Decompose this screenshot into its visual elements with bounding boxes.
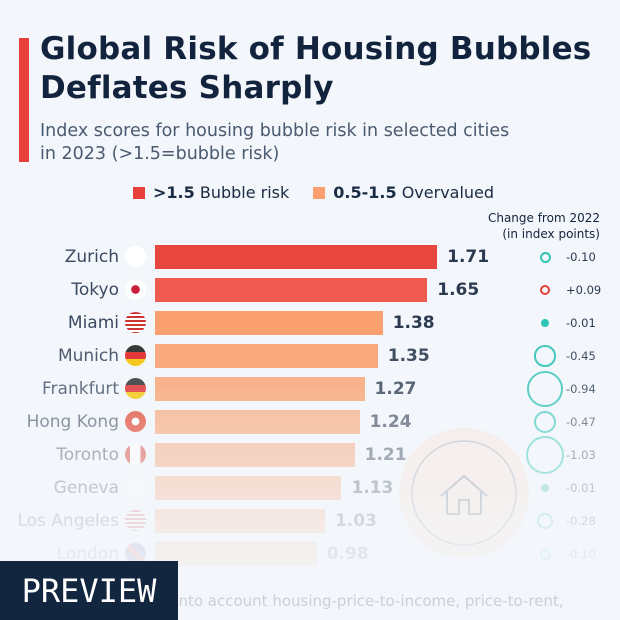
change-label: -0.28 <box>566 514 596 528</box>
legend-item-bubble: >1.5 Bubble risk <box>133 183 289 202</box>
flag-icon-switzerland <box>125 477 146 498</box>
change-circle <box>536 512 554 530</box>
title-accent-bar <box>19 38 29 162</box>
legend-swatch-overvalued <box>313 186 326 199</box>
flag-icon-canada <box>125 444 146 465</box>
page-title: Global Risk of Housing Bubbles Deflates … <box>40 30 591 108</box>
bar-row: Munich 1.35 -0.45 <box>0 343 620 369</box>
bar <box>155 278 428 302</box>
legend-swatch-bubble <box>133 186 145 199</box>
flag-icon-usa <box>125 510 146 531</box>
change-label: -1.03 <box>566 448 596 462</box>
value-label: 1.03 <box>334 511 377 531</box>
city-label: Los Angeles <box>17 511 119 531</box>
legend-label-text: Overvalued <box>401 183 495 202</box>
value-label: 1.38 <box>392 313 435 333</box>
bar-row: Hong Kong 1.24 -0.47 <box>0 409 620 435</box>
footnote: g into account housing-price-to-income, … <box>160 592 564 610</box>
bar-row: Frankfurt 1.27 -0.94 <box>0 370 620 408</box>
change-header-line-1: Change from 2022 <box>487 211 600 225</box>
legend: >1.5 Bubble risk 0.5-1.5 Overvalued <box>133 183 494 202</box>
title-line-2: Deflates Sharply <box>40 70 334 106</box>
value-label: 1.35 <box>387 346 430 366</box>
value-label: 1.13 <box>351 478 394 498</box>
flag-icon-hong-kong <box>125 411 146 432</box>
change-label: +0.09 <box>566 283 602 297</box>
value-label: 1.21 <box>364 445 407 465</box>
bar <box>155 311 383 335</box>
city-label: Miami <box>67 313 119 333</box>
title-line-1: Global Risk of Housing Bubbles <box>40 31 592 67</box>
city-label: Frankfurt <box>42 379 119 399</box>
value-label: 1.24 <box>369 412 412 432</box>
subtitle-line-2: in 2023 (>1.5=bubble risk) <box>40 144 280 164</box>
change-label: -0.10 <box>566 250 596 264</box>
bar-row: Zurich 1.71 -0.10 <box>0 244 620 270</box>
city-label: Munich <box>57 346 119 366</box>
value-label: 0.98 <box>326 544 369 564</box>
change-circle <box>534 345 556 367</box>
change-circle <box>539 548 551 560</box>
change-label: -0.01 <box>566 481 596 495</box>
change-label: -0.10 <box>566 547 596 561</box>
change-label: -0.01 <box>566 316 596 330</box>
value-label: 1.27 <box>374 379 417 399</box>
bar-row: Toronto 1.21 -1.03 <box>0 435 620 475</box>
change-header-line-2: (in index points) <box>502 227 600 241</box>
change-header: Change from 2022 (in index points) <box>488 210 600 242</box>
flag-icon-germany <box>125 345 146 366</box>
change-circle <box>533 410 557 434</box>
bar <box>155 443 355 467</box>
flag-icon-switzerland <box>125 246 146 267</box>
legend-item-overvalued: 0.5-1.5 Overvalued <box>313 183 494 202</box>
bar <box>155 344 378 368</box>
bar-row: Miami 1.38 -0.01 <box>0 310 620 336</box>
change-circle <box>540 318 550 328</box>
flag-icon-germany <box>125 378 146 399</box>
value-label: 1.71 <box>447 247 490 267</box>
bar <box>155 245 438 269</box>
city-label: Zurich <box>64 247 119 267</box>
bar-row: Geneva 1.13 -0.01 <box>0 475 620 501</box>
change-circle <box>539 284 551 296</box>
change-label: -0.45 <box>566 349 596 363</box>
change-circle <box>525 435 565 475</box>
bar-row: Los Angeles 1.03 -0.28 <box>0 508 620 534</box>
bar <box>155 509 325 533</box>
preview-badge: PREVIEW <box>0 561 178 620</box>
legend-label: >1.5 <box>153 183 195 202</box>
bar-row: Tokyo 1.65 +0.09 <box>0 277 620 303</box>
city-label: Hong Kong <box>26 412 119 432</box>
bar <box>155 377 365 401</box>
flag-icon-japan <box>125 279 146 300</box>
change-label: -0.47 <box>566 415 596 429</box>
subtitle: Index scores for housing bubble risk in … <box>40 120 509 166</box>
city-label: Toronto <box>56 445 119 465</box>
bar <box>155 410 360 434</box>
subtitle-line-1: Index scores for housing bubble risk in … <box>40 121 510 141</box>
change-circle <box>540 483 550 493</box>
bar <box>155 476 342 500</box>
city-label: Tokyo <box>71 280 119 300</box>
value-label: 1.65 <box>437 280 480 300</box>
change-circle <box>526 370 564 408</box>
change-circle <box>539 251 551 263</box>
flag-icon-usa <box>125 312 146 333</box>
bar <box>155 542 317 566</box>
change-label: -0.94 <box>566 382 596 396</box>
legend-label-text: Bubble risk <box>199 183 290 202</box>
city-label: Geneva <box>53 478 119 498</box>
legend-label: 0.5-1.5 <box>333 183 397 202</box>
